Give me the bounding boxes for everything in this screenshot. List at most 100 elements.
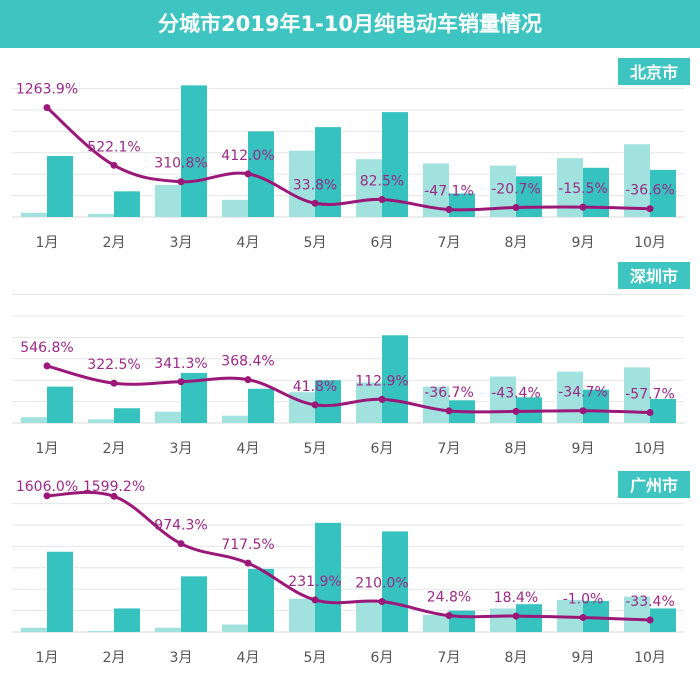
bar-light bbox=[21, 417, 47, 423]
bar-dark bbox=[181, 576, 207, 632]
data-label: -1.0% bbox=[563, 592, 604, 608]
growth-point bbox=[579, 614, 587, 622]
data-label: 546.8% bbox=[20, 340, 73, 356]
bar-light bbox=[88, 630, 114, 632]
bar-dark bbox=[47, 551, 73, 632]
x-tick-label: 5月 bbox=[304, 650, 327, 666]
chart-title: 分城市2019年1-10月纯电动车销量情况 bbox=[0, 0, 700, 48]
bar-light bbox=[21, 627, 47, 632]
growth-point bbox=[378, 598, 386, 606]
growth-point bbox=[110, 161, 118, 169]
bar-light bbox=[88, 419, 114, 423]
data-label: 974.3% bbox=[154, 518, 207, 534]
city-badge bbox=[618, 262, 690, 289]
x-tick-label: 10月 bbox=[634, 650, 666, 666]
bar-dark bbox=[315, 522, 341, 632]
city-label: 广州市 bbox=[630, 476, 678, 495]
growth-point bbox=[579, 203, 587, 211]
data-label: -47.1% bbox=[424, 184, 474, 200]
bar-light bbox=[356, 382, 382, 423]
x-tick-label: 8月 bbox=[505, 650, 528, 666]
growth-point bbox=[445, 206, 453, 214]
data-label: 322.5% bbox=[87, 357, 140, 373]
x-tick-label: 10月 bbox=[634, 441, 666, 457]
growth-point bbox=[512, 203, 520, 211]
bar-light bbox=[222, 415, 248, 423]
x-tick-label: 3月 bbox=[170, 441, 193, 457]
data-label: 33.8% bbox=[293, 177, 337, 193]
bar-light bbox=[356, 599, 382, 632]
city-label: 深圳市 bbox=[630, 267, 678, 286]
growth-point bbox=[244, 559, 252, 567]
bar-light bbox=[21, 212, 47, 217]
growth-point bbox=[177, 378, 185, 386]
growth-line bbox=[46, 490, 651, 622]
data-label: 112.9% bbox=[355, 373, 408, 389]
growth-point bbox=[177, 540, 185, 548]
bar-light bbox=[423, 614, 449, 632]
bar-light bbox=[356, 159, 382, 217]
data-label: 24.8% bbox=[427, 590, 471, 606]
growth-point bbox=[512, 407, 520, 415]
panel-1: 深圳市 1月 2月 3月 4月 5月 6月 7月 8月 9月 10月 546.8% 322.5% 341.… bbox=[12, 262, 690, 457]
bar-dark bbox=[248, 568, 274, 632]
data-label: 1263.9% bbox=[16, 82, 78, 98]
data-label: -34.7% bbox=[558, 385, 608, 401]
bar-dark bbox=[516, 176, 542, 217]
x-tick-label: 4月 bbox=[237, 235, 260, 251]
city-badge bbox=[618, 471, 690, 498]
growth-point bbox=[43, 492, 51, 500]
data-label: 41.8% bbox=[293, 379, 337, 395]
panel-0: 北京市 1月 2月 3月 4月 5月 6月 7月 8月 9月 10月 1263.9% 522.1% 310… bbox=[12, 58, 690, 251]
bar-light bbox=[289, 598, 315, 632]
bar-dark bbox=[181, 85, 207, 217]
growth-point bbox=[646, 205, 654, 213]
growth-point bbox=[43, 362, 51, 370]
bar-dark bbox=[47, 156, 73, 217]
data-label: 522.1% bbox=[87, 139, 140, 155]
data-label: 1606.0% bbox=[16, 479, 78, 495]
bar-light bbox=[557, 371, 583, 423]
data-label: 82.5% bbox=[360, 173, 404, 189]
data-label: -57.7% bbox=[625, 386, 675, 402]
data-label: 1599.2% bbox=[83, 479, 145, 495]
growth-point bbox=[311, 596, 319, 604]
x-tick-label: 1月 bbox=[36, 235, 59, 251]
bar-dark bbox=[449, 610, 475, 632]
x-tick-label: 8月 bbox=[505, 441, 528, 457]
x-tick-label: 6月 bbox=[371, 650, 394, 666]
bar-dark bbox=[382, 531, 408, 632]
x-tick-label: 2月 bbox=[103, 441, 126, 457]
data-label: -36.7% bbox=[424, 385, 474, 401]
x-tick-label: 2月 bbox=[103, 650, 126, 666]
growth-point bbox=[378, 395, 386, 403]
growth-point bbox=[378, 195, 386, 203]
bar-light bbox=[155, 184, 181, 217]
bar-dark bbox=[315, 380, 341, 423]
bar-dark bbox=[315, 127, 341, 217]
growth-point bbox=[43, 104, 51, 112]
x-tick-label: 9月 bbox=[572, 441, 595, 457]
city-label: 北京市 bbox=[630, 63, 678, 82]
data-label: 310.8% bbox=[154, 156, 207, 172]
data-label: -36.6% bbox=[625, 183, 675, 199]
x-tick-label: 9月 bbox=[572, 235, 595, 251]
bar-dark bbox=[650, 169, 676, 217]
bar-light bbox=[155, 627, 181, 632]
x-tick-label: 2月 bbox=[103, 235, 126, 251]
bar-dark bbox=[650, 608, 676, 632]
bar-light bbox=[490, 608, 516, 632]
bar-dark bbox=[382, 335, 408, 423]
x-tick-label: 5月 bbox=[304, 441, 327, 457]
data-label: -43.4% bbox=[491, 385, 541, 401]
data-label: 368.4% bbox=[221, 354, 274, 370]
bar-light bbox=[155, 411, 181, 423]
x-tick-label: 4月 bbox=[237, 650, 260, 666]
bar-light bbox=[490, 376, 516, 423]
growth-point bbox=[244, 376, 252, 384]
x-tick-label: 7月 bbox=[438, 441, 461, 457]
bar-light bbox=[222, 624, 248, 632]
growth-point bbox=[110, 492, 118, 500]
x-tick-label: 5月 bbox=[304, 235, 327, 251]
